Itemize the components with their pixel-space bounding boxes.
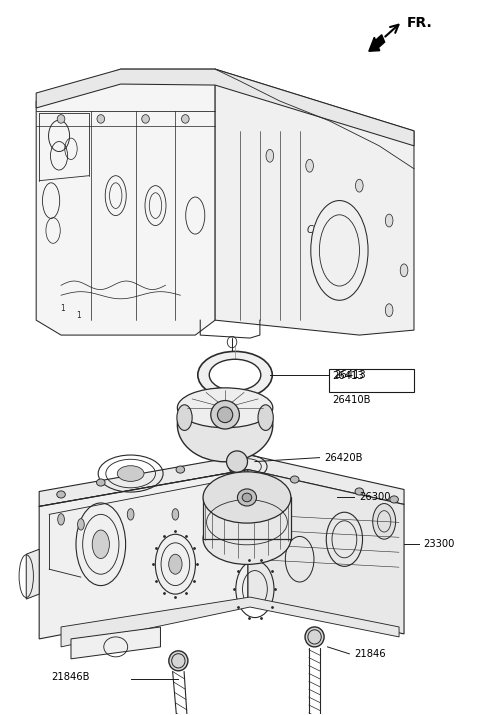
Polygon shape [248,470,404,634]
Text: C: C [306,225,313,235]
Polygon shape [26,549,39,599]
Ellipse shape [266,149,274,162]
Ellipse shape [203,513,291,564]
Ellipse shape [228,483,246,497]
Ellipse shape [385,304,393,317]
Ellipse shape [222,499,228,510]
Ellipse shape [168,554,182,574]
Ellipse shape [198,352,272,398]
FancyBboxPatch shape [329,369,414,392]
Text: 21846: 21846 [354,649,386,659]
Ellipse shape [176,466,185,473]
Ellipse shape [372,503,396,539]
Ellipse shape [58,513,64,525]
Ellipse shape [242,493,252,502]
Text: 1: 1 [77,310,81,320]
Ellipse shape [306,159,313,172]
Text: 1: 1 [60,304,65,312]
Polygon shape [39,470,248,639]
Ellipse shape [127,508,134,520]
Ellipse shape [142,114,149,123]
Polygon shape [36,69,414,146]
Ellipse shape [97,114,105,123]
Ellipse shape [181,114,189,123]
Ellipse shape [400,264,408,277]
Ellipse shape [177,405,192,430]
Text: 21846B: 21846B [51,672,90,682]
Ellipse shape [355,488,364,495]
Polygon shape [71,627,160,659]
Polygon shape [36,69,215,335]
Ellipse shape [203,472,291,523]
Ellipse shape [209,359,261,390]
Ellipse shape [390,496,398,503]
Ellipse shape [217,407,233,423]
Ellipse shape [92,530,109,558]
Ellipse shape [258,405,273,430]
Ellipse shape [178,388,273,428]
Text: 23300: 23300 [424,539,455,549]
Text: 26300: 26300 [359,493,391,503]
Ellipse shape [238,489,256,506]
Ellipse shape [385,214,393,227]
Polygon shape [39,455,404,506]
Ellipse shape [57,114,65,123]
Ellipse shape [117,465,144,481]
Ellipse shape [178,388,273,462]
Text: 26410B: 26410B [333,395,371,405]
Ellipse shape [290,476,299,483]
Ellipse shape [96,479,105,486]
Text: 26420B: 26420B [324,453,363,463]
PathPatch shape [203,498,291,539]
Ellipse shape [78,518,84,530]
Ellipse shape [356,179,363,192]
Ellipse shape [211,400,240,429]
Ellipse shape [169,651,188,671]
Ellipse shape [172,508,179,520]
Text: 26413: 26413 [333,371,364,381]
Text: FR.: FR. [407,16,433,30]
FancyArrow shape [369,35,384,51]
Text: 26413: 26413 [334,370,366,380]
Ellipse shape [305,627,324,647]
Ellipse shape [227,451,248,473]
Ellipse shape [57,491,65,498]
Polygon shape [215,69,414,335]
Polygon shape [61,597,399,647]
